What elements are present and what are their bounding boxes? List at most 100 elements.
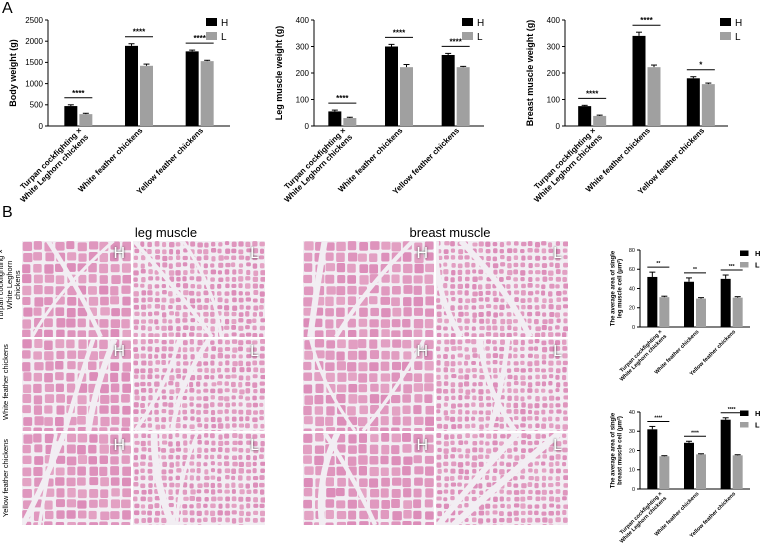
y-tick-label: 0 [632, 325, 635, 331]
tissue-pattern [133, 339, 265, 431]
histology-tile: H [22, 241, 131, 337]
category-label: Turpan cockfighting ×White Leghorn chick… [526, 126, 605, 205]
legend-label-H: H [221, 18, 228, 29]
significance-label: **** [640, 16, 653, 25]
tile-group-letter: L [250, 437, 259, 454]
tile-group-letter: H [113, 343, 125, 360]
y-tick-label: 1000 [25, 79, 43, 88]
y-axis-label: Leg muscle weight (g) [274, 26, 284, 121]
chart-3: 0 20 40 60 80 The average area of singleleg m… [611, 248, 761, 383]
y-tick-label: 30 [629, 429, 635, 435]
y-tick-label: 300 [296, 42, 310, 51]
significance-label: **** [133, 28, 146, 37]
hist-title-breast: breast muscle [409, 225, 491, 240]
tissue-pattern [436, 433, 568, 525]
bar-H [632, 35, 646, 126]
histology-tile: L [436, 241, 568, 337]
tile-group-letter: L [553, 245, 562, 262]
bar-L [701, 84, 715, 126]
y-tick-label: 200 [547, 69, 561, 78]
tissue-pattern [303, 339, 434, 431]
significance-label: **** [336, 94, 349, 103]
tile-group-letter: L [250, 343, 259, 360]
bar-L [593, 115, 607, 126]
y-tick-label: 200 [296, 69, 310, 78]
y-tick-label: 20 [629, 306, 635, 312]
category-label: Turpan cockfighting ×White Leghorn chick… [12, 126, 91, 205]
y-tick-label: 40 [629, 410, 635, 416]
y-tick-label: 0 [632, 487, 635, 493]
significance-label: **** [393, 28, 406, 37]
legend-label-H: H [755, 249, 760, 258]
category-label: Yellow feather chickens [391, 126, 462, 197]
significance-label: **** [72, 89, 85, 98]
legend-swatch-L [462, 32, 473, 40]
panel-a-letter: A [2, 0, 13, 17]
bar-L [732, 297, 743, 327]
significance-label: **** [728, 407, 736, 413]
significance-label: **** [691, 430, 699, 436]
panel-b-letter: B [2, 204, 13, 221]
significance-label: * [699, 61, 703, 70]
tile-group-letter: L [553, 437, 562, 454]
bar-L [343, 118, 357, 126]
hist-title-leg: leg muscle [134, 225, 198, 240]
y-tick-label: 0 [556, 122, 561, 131]
bar-H [720, 278, 731, 327]
bar-L [456, 67, 470, 126]
y-tick-label: 300 [547, 42, 561, 51]
y-axis-label: The average area of singleleg muscle cel… [611, 250, 624, 326]
legend-label-L: L [221, 32, 227, 43]
significance-label: **** [193, 34, 206, 43]
bar-H [578, 106, 592, 126]
bar-L [200, 61, 214, 126]
significance-label: **** [586, 89, 599, 98]
significance-label: ** [693, 267, 697, 273]
histology-tile: H [303, 241, 434, 337]
histology-tile: H [303, 339, 434, 431]
bar-L [732, 455, 743, 489]
y-tick-label: 60 [629, 267, 635, 273]
bar-H [185, 51, 199, 126]
tile-group-letter: H [113, 245, 125, 262]
bar-L [659, 297, 670, 327]
histology-tile: H [303, 433, 434, 525]
y-tick-label: 2500 [25, 16, 43, 25]
legend-label-L: L [755, 261, 760, 270]
significance-label: **** [654, 415, 662, 421]
significance-label: *** [729, 264, 735, 270]
bar-H [125, 45, 138, 126]
legend-swatch-H [740, 410, 749, 416]
y-tick-label: 0 [39, 122, 44, 131]
tissue-pattern [22, 433, 131, 525]
legend-label-H: H [735, 18, 742, 29]
histology-tile: H [22, 433, 131, 525]
tissue-pattern [133, 241, 265, 337]
bar-H [720, 419, 731, 489]
tile-group-letter: H [416, 245, 428, 262]
y-tick-label: 2000 [25, 37, 43, 46]
legend-label-H: H [755, 409, 760, 418]
bar-H [684, 281, 694, 327]
tissue-pattern [133, 433, 265, 525]
tissue-pattern [303, 433, 434, 525]
bar-H [328, 111, 342, 126]
y-tick-label: 10 [629, 468, 635, 474]
bar-L [696, 298, 706, 327]
y-tick-label: 500 [30, 101, 44, 110]
tile-group-letter: L [553, 343, 562, 360]
tissue-pattern [22, 339, 131, 431]
y-tick-label: 100 [296, 95, 310, 104]
chart-0: 0 500 1000 1500 2000 2500 Body weight (g) **** T… [8, 16, 230, 205]
legend-swatch-H [720, 18, 731, 26]
legend-swatch-L [720, 32, 731, 40]
tissue-pattern [22, 241, 131, 337]
tile-group-letter: H [416, 343, 428, 360]
bar-H [647, 429, 658, 489]
legend-label-H: H [477, 18, 484, 29]
bar-H [64, 106, 78, 126]
